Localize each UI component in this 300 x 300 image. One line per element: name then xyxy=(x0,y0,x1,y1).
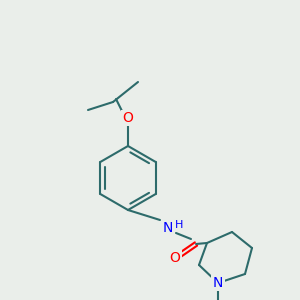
Text: N: N xyxy=(213,276,223,290)
Text: O: O xyxy=(123,111,134,125)
Text: H: H xyxy=(175,220,183,230)
Text: O: O xyxy=(169,251,180,265)
Text: N: N xyxy=(163,221,173,235)
